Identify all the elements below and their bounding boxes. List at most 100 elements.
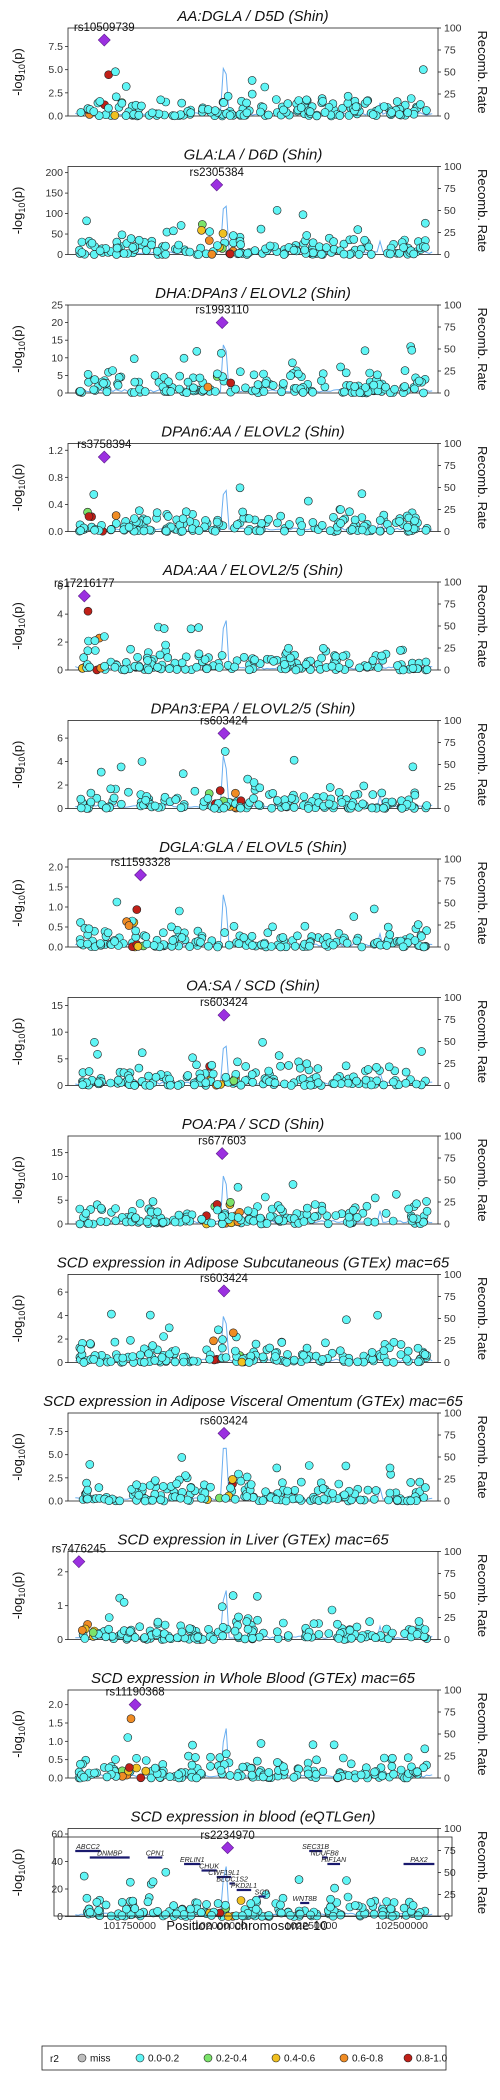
x-tick-label: 102500000 [375,1920,428,1932]
snp-point [175,371,184,381]
snp-point [318,97,328,106]
snp-point [153,1617,163,1627]
snp-point [365,1617,374,1626]
right-tick-label: 75 [444,737,456,749]
snp-point [276,942,285,952]
right-tick-label: 25 [444,89,456,101]
snp-point [243,1206,253,1216]
right-tick-label: 25 [444,1751,456,1763]
snp-point [140,1633,149,1642]
panel-title: AA:DGLA / D5D (Shin) [176,8,328,25]
snp-point [153,1907,162,1916]
snp-point [77,248,87,257]
snp-point [268,788,278,798]
snp-point [76,1759,85,1769]
snp-point [268,922,277,932]
right-tick-label: 100 [444,1823,462,1835]
snp-point [383,922,393,932]
snp-point [318,643,328,653]
y-axis-label: -log10(p) [10,1018,27,1066]
snp-point [358,1208,368,1218]
legend-swatch [203,2053,213,2063]
right-tick-label: 50 [444,1590,456,1602]
snp-point [213,1205,222,1215]
y-tick-label: 7.5 [48,41,63,53]
snp-point [244,514,254,523]
right-tick-label: 50 [444,67,456,79]
snp-point [130,1081,139,1090]
lead-snp-marker [217,1426,231,1440]
snp-point [299,1217,309,1226]
snp-point [112,897,122,907]
snp-point [147,108,157,118]
snp-point [255,1213,265,1223]
snp-point [317,653,326,663]
snp-point [186,624,196,634]
y-axis-label-rest: (p) [10,1572,25,1588]
snp-point [165,1772,175,1781]
y-axis-label: -log10(p) [10,1710,27,1758]
snp-point [160,1620,170,1630]
snp-point [118,1353,128,1363]
snp-point [123,1733,133,1742]
snp-point [422,1206,432,1216]
snp-point [131,926,140,936]
snp-point [385,1488,395,1498]
snp-point [258,1496,268,1505]
snp-point [192,346,202,356]
snp-point [186,1483,196,1493]
snp-point [236,240,245,249]
y-tick-label: 0 [57,1634,63,1646]
snp-point [382,1897,391,1906]
snp-point [235,483,245,493]
snp-point [176,803,186,813]
snp-point [225,249,235,259]
y-tick-label: 0.0 [48,1773,63,1785]
snp-point [360,346,370,356]
snp-point [396,646,405,655]
y-tick-label: 0 [57,249,63,261]
y-axis-label-sub: 10 [17,1726,27,1736]
lead-snp-label: rs603424 [200,715,249,727]
snp-point [197,1494,206,1503]
snp-point [121,111,131,120]
snp-point [91,646,100,655]
snp-point [250,655,259,665]
snp-point [348,1205,358,1215]
snp-point [141,795,150,805]
snp-point [170,111,179,121]
snp-point [293,931,302,941]
snp-point [370,1193,380,1203]
y-tick-label: 2 [57,637,63,649]
snp-point [161,250,170,259]
snp-point [279,379,288,388]
gene-label: DNMBP [97,1851,123,1858]
snp-point [215,663,224,672]
snp-point [76,794,86,804]
snp-point [90,525,99,535]
snp-point [334,663,344,672]
snp-point [402,1354,412,1364]
snp-point [219,803,229,813]
snp-point [420,1625,430,1634]
snp-point [99,378,108,388]
snp-point [79,1772,89,1782]
snp-point [237,1357,247,1367]
snp-point [146,1310,155,1320]
snp-point [231,384,240,394]
snp-point [142,939,152,949]
snp-point [122,1904,131,1914]
snp-point [283,1486,292,1496]
y-axis-label: -log10(p) [10,879,27,927]
snp-point [421,1483,430,1492]
snp-point [256,107,265,117]
snp-point [121,82,131,91]
snp-point [90,375,99,384]
right-tick-label: 75 [444,876,456,888]
right-tick-label: 25 [444,781,456,793]
snp-point [213,369,222,379]
legend-swatch [339,2053,349,2063]
snp-point [239,933,249,942]
right-tick-label: 25 [444,227,456,239]
snp-point [361,1075,371,1085]
